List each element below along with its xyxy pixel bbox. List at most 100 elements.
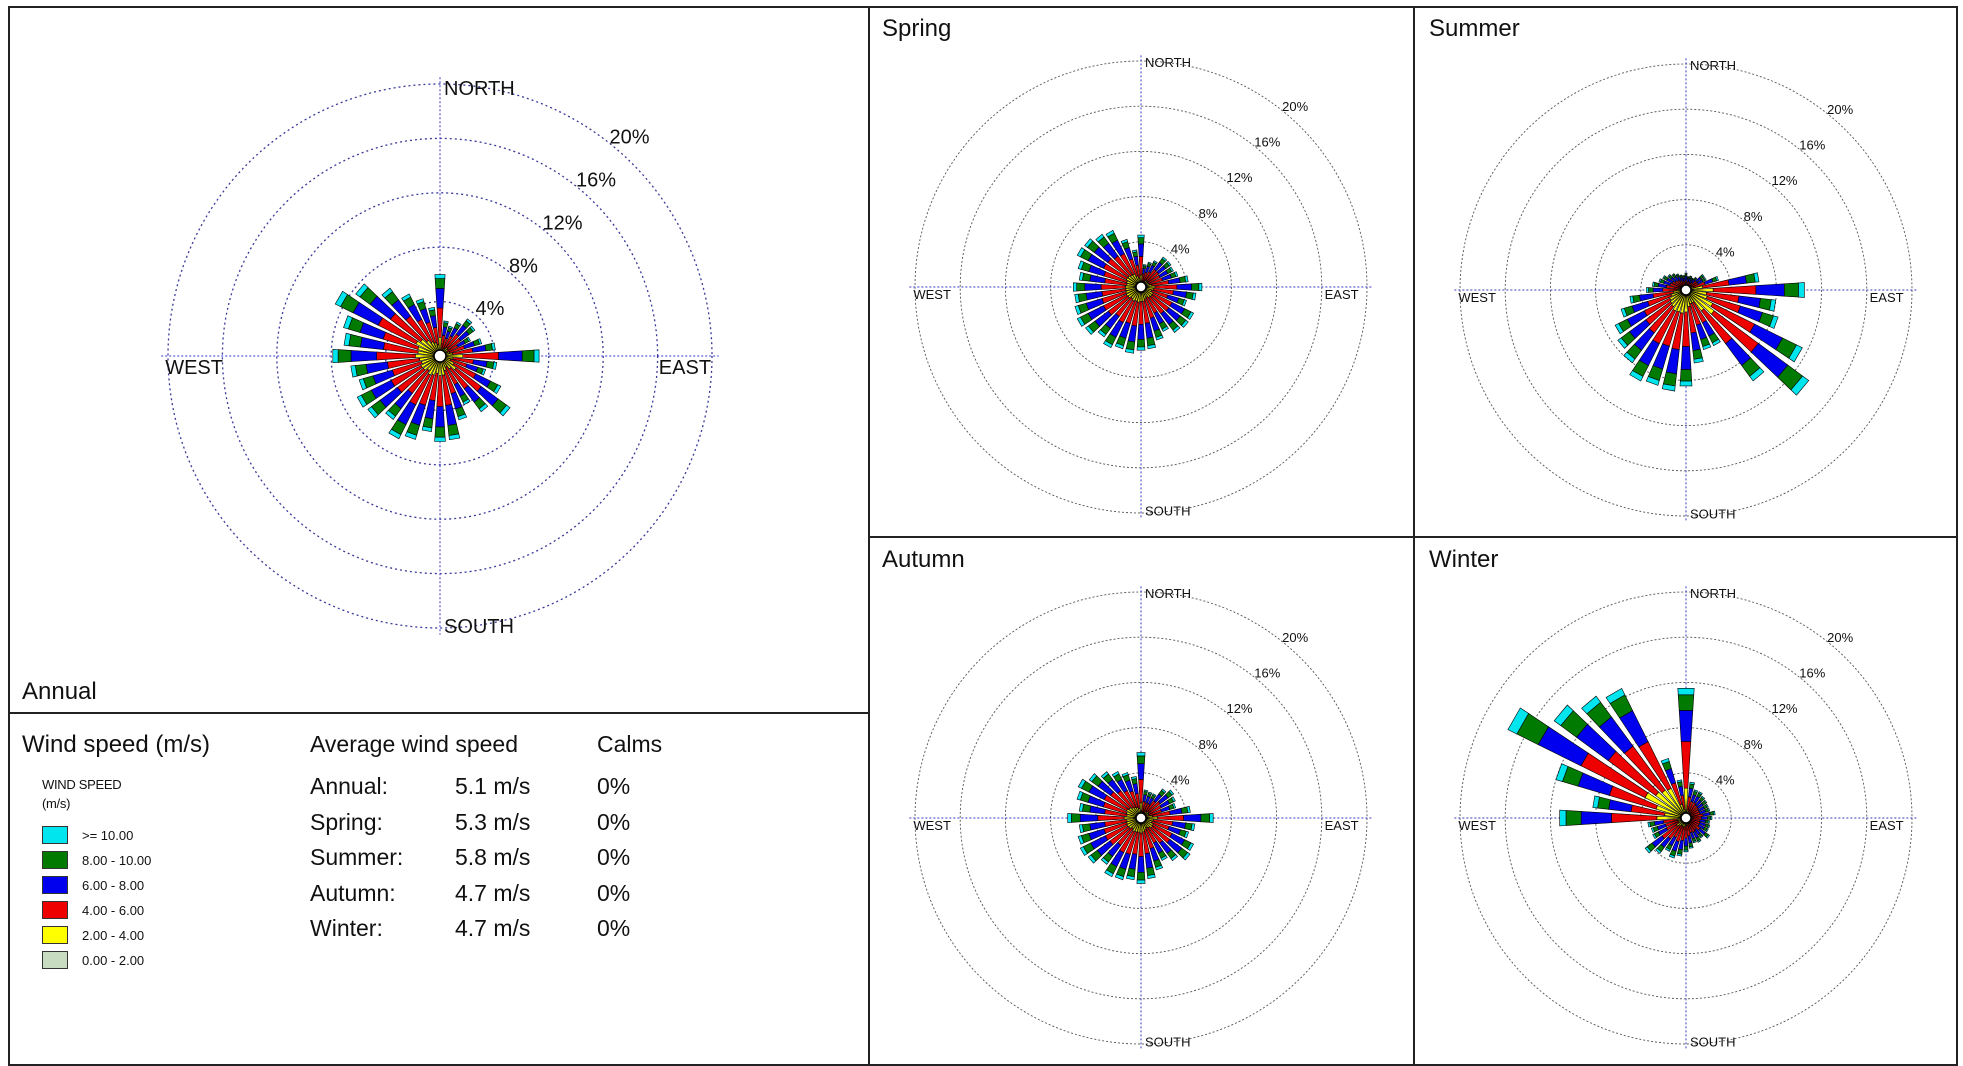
legend-item: >= 10.00 — [42, 825, 133, 845]
rose-petal-segment — [1158, 815, 1184, 820]
legend-label: 2.00 - 4.00 — [82, 928, 144, 943]
rose-label-south: SOUTH — [1690, 507, 1736, 522]
rose-label-east: EAST — [1325, 818, 1359, 833]
rose-petal-segment — [1648, 822, 1651, 827]
rose-petal-segment — [522, 350, 534, 362]
rose-petal-segment — [1647, 288, 1649, 293]
legend-item: 8.00 - 10.00 — [42, 850, 151, 870]
rose-petal-segment — [1192, 283, 1199, 290]
legend-label: 8.00 - 10.00 — [82, 853, 151, 868]
rose-petal-segment — [1609, 800, 1633, 812]
rose-label-east: EAST — [1870, 818, 1904, 833]
rose-ring-label: 4% — [1171, 241, 1190, 256]
rose-petal-segment — [1689, 846, 1693, 848]
stat-period: Winter: — [310, 915, 383, 942]
rose-petal-segment — [1708, 816, 1711, 819]
rose-ring-label: 20% — [609, 127, 649, 149]
rose-ring-label: 16% — [1799, 138, 1825, 153]
rose-ring-label: 8% — [1199, 737, 1218, 752]
rose-petal-segment — [1137, 339, 1145, 347]
annual-title: Annual — [22, 678, 97, 706]
rose-petal-segment — [1137, 347, 1145, 350]
rose-ring-label: 4% — [1716, 244, 1735, 259]
rose-petal-segment — [351, 350, 377, 361]
stat-calms: 0% — [597, 773, 630, 800]
legend-swatch — [42, 901, 68, 919]
rose-petal-segment — [1685, 274, 1687, 276]
rose-petal-segment — [1560, 810, 1566, 826]
summer-title: Summer — [1429, 15, 1520, 43]
rose-petal-segment — [436, 288, 445, 308]
avg-speed-heading: Average wind speed — [310, 731, 518, 758]
rose-ring-label: 16% — [1254, 135, 1280, 150]
rose-ring-label: 20% — [1282, 630, 1308, 645]
rose-petal-segment — [436, 407, 445, 428]
rose-petal-segment — [355, 364, 367, 376]
rose-petal-segment — [1085, 284, 1101, 291]
rose-petal-segment — [437, 308, 443, 337]
rose-label-south: SOUTH — [1690, 1035, 1736, 1050]
rose-petal-segment — [1685, 273, 1687, 274]
rose-petal-segment — [499, 351, 523, 361]
rose-petal-segment — [1612, 813, 1657, 822]
legend-swatch — [42, 926, 68, 944]
rose-petal-segment — [1677, 854, 1682, 857]
rose-petal-segment — [1143, 265, 1146, 267]
rose-ring-label: 16% — [1799, 666, 1825, 681]
stat-calms: 0% — [597, 844, 630, 871]
stat-calms: 0% — [597, 915, 630, 942]
rose-ring-label: 8% — [509, 255, 538, 277]
rose-petal-segment — [377, 352, 416, 360]
rose-petal-segment — [463, 352, 499, 359]
rose-petal-segment — [1685, 276, 1687, 280]
legend-item: 6.00 - 8.00 — [42, 875, 144, 895]
rose-center — [1681, 813, 1691, 823]
rose-petal-segment — [1682, 312, 1689, 347]
rose-petal-segment — [1756, 284, 1784, 296]
rose-petal-segment — [1728, 276, 1747, 286]
stat-speed: 5.8 m/s — [455, 844, 530, 871]
rose-petal-segment — [1680, 381, 1692, 386]
legend-swatch — [42, 876, 68, 894]
rose-petal-segment — [1144, 790, 1148, 792]
rose-ring-label: 12% — [1226, 170, 1252, 185]
rose-petal-segment — [1680, 370, 1691, 382]
rose-petal-segment — [1684, 838, 1688, 846]
rose-center — [1681, 285, 1691, 295]
rose-petal-segment — [1080, 814, 1098, 822]
rose-petal-segment — [1138, 857, 1145, 873]
rose-ring-label: 8% — [1744, 737, 1763, 752]
rose-petal-segment — [1581, 811, 1611, 824]
autumn-title: Autumn — [882, 546, 965, 574]
rose-label-north: NORTH — [1690, 58, 1736, 73]
rose-ring-label: 16% — [576, 170, 616, 192]
rose-petal-segment — [1138, 324, 1145, 339]
rose-label-west: WEST — [165, 357, 223, 379]
rose-petal-segment — [1681, 347, 1691, 370]
legend-swatch — [42, 851, 68, 869]
rose-petal-segment — [1784, 283, 1798, 297]
rose-ring-label: 12% — [1771, 173, 1797, 188]
rose-petal-segment — [1653, 288, 1663, 292]
rose-petal-segment — [1068, 813, 1072, 822]
rose-center — [1136, 282, 1146, 292]
rose-petal-segment — [435, 275, 445, 279]
rose-petal-segment — [1210, 814, 1214, 823]
rose-petal-segment — [1132, 250, 1137, 253]
rose-petal-segment — [1139, 833, 1144, 857]
rose-petal-segment — [1690, 782, 1695, 785]
rose-petal-segment — [1101, 285, 1125, 290]
rose-petal-segment — [1566, 811, 1581, 826]
rose-label-east: EAST — [659, 357, 711, 379]
rose-petal-segment — [1598, 797, 1611, 809]
legend-swatch — [42, 826, 68, 844]
rose-petal-segment — [1201, 814, 1210, 823]
rose-petal-segment — [1652, 282, 1654, 286]
rose-petal-segment — [435, 427, 445, 437]
rose-petal-segment — [1184, 814, 1201, 822]
stat-calms: 0% — [597, 809, 630, 836]
rose-ring-label: 16% — [1254, 666, 1280, 681]
rose-label-north: NORTH — [1690, 586, 1736, 601]
stat-speed: 5.3 m/s — [455, 809, 530, 836]
